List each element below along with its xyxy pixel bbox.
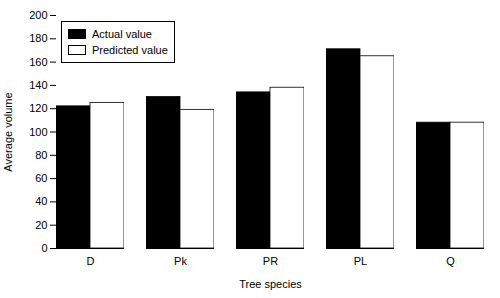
svg-text:20: 20 — [35, 219, 47, 231]
svg-text:Tree species: Tree species — [239, 278, 302, 290]
svg-text:140: 140 — [29, 79, 47, 91]
svg-text:Q: Q — [446, 255, 455, 267]
svg-text:Pk: Pk — [174, 255, 187, 267]
svg-text:Average volume: Average volume — [2, 92, 14, 171]
svg-text:D: D — [87, 255, 95, 267]
svg-text:180: 180 — [29, 32, 47, 44]
svg-text:PR: PR — [263, 255, 278, 267]
svg-text:120: 120 — [29, 102, 47, 114]
svg-text:40: 40 — [35, 195, 47, 207]
svg-text:200: 200 — [29, 9, 47, 21]
svg-text:100: 100 — [29, 126, 47, 138]
svg-text:0: 0 — [41, 242, 47, 254]
svg-text:PL: PL — [354, 255, 367, 267]
svg-text:60: 60 — [35, 172, 47, 184]
html-text:Actual value: Actual value — [92, 28, 152, 40]
svg-text:80: 80 — [35, 149, 47, 161]
html-text:Predicted value: Predicted value — [92, 44, 168, 56]
svg-text:160: 160 — [29, 56, 47, 68]
